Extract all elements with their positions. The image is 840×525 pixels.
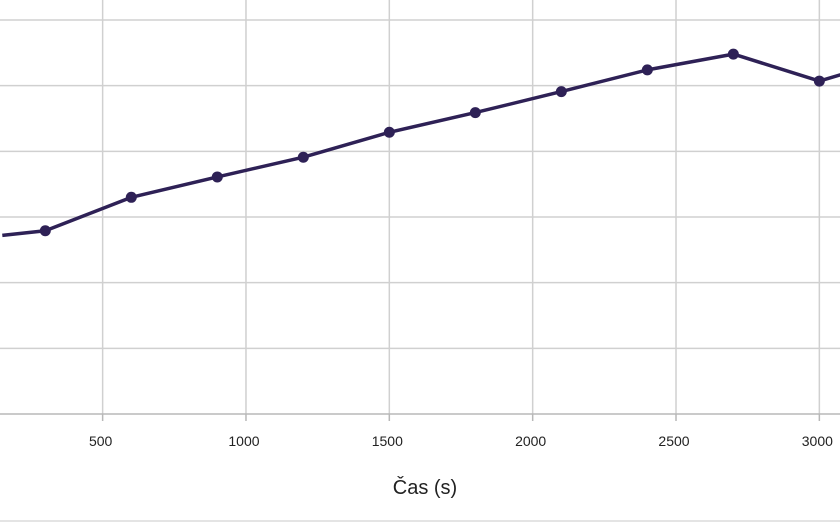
series-markers: [39, 48, 825, 237]
data-point-10: [813, 75, 825, 87]
x-tick-label-4: 2500: [658, 433, 689, 449]
data-point-5: [383, 126, 395, 138]
data-point-2: [125, 191, 137, 203]
x-tick-label-3: 2000: [515, 433, 546, 449]
data-point-6: [469, 107, 481, 119]
data-point-7: [555, 86, 567, 98]
data-point-4: [297, 151, 309, 163]
data-point-9: [727, 48, 739, 60]
data-point-3: [211, 171, 223, 183]
x-tick-label-1: 1000: [228, 433, 259, 449]
x-axis-tick-labels: 500 1000 1500 2000 2500 3000: [89, 433, 833, 449]
horizontal-gridlines: [0, 19, 840, 350]
x-tick-label-0: 500: [89, 433, 113, 449]
data-point-8: [641, 64, 653, 76]
x-axis-title: Čas (s): [393, 476, 457, 499]
x-tick-label-2: 1500: [372, 433, 403, 449]
vertical-gridlines: [101, 0, 821, 421]
data-point-1: [39, 225, 51, 237]
x-tick-label-5: 3000: [802, 433, 833, 449]
series-line: [2, 52, 840, 238]
